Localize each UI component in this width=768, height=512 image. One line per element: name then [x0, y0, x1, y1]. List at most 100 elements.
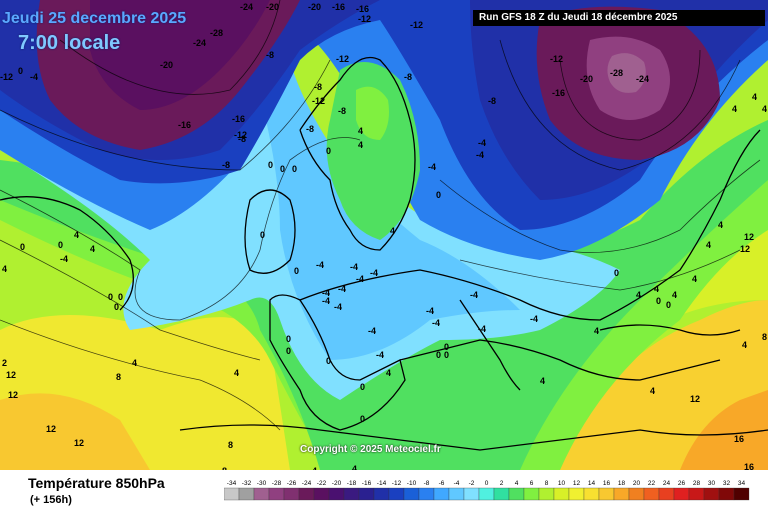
contour-label: 4: [692, 274, 697, 284]
contour-label: 0: [436, 190, 441, 200]
legend-tick-label: -26: [287, 480, 297, 487]
contour-label: 0: [326, 146, 331, 156]
contour-label: -8: [338, 106, 346, 116]
contour-label: -24: [240, 2, 253, 12]
legend-tick-label: -32: [242, 480, 252, 487]
contour-label: -4: [322, 288, 330, 298]
legend-tick-label: -18: [347, 480, 357, 487]
contour-label: -28: [610, 68, 623, 78]
scandinavia-warm-core: [356, 86, 389, 140]
contour-label: -16: [332, 2, 345, 12]
legend-tick-label: 30: [708, 480, 716, 487]
contour-label: 4: [706, 240, 711, 250]
contour-label: 4: [358, 140, 363, 150]
contour-label: 4: [672, 290, 677, 300]
contour-label: -4: [470, 290, 478, 300]
legend-swatch: [553, 487, 570, 501]
contour-label: 8: [116, 372, 121, 382]
contour-label: 0: [280, 164, 285, 174]
legend-tick-label: -14: [377, 480, 387, 487]
coast-uk: [244, 189, 296, 274]
contour-label: -20: [266, 2, 279, 12]
legend-swatch: [493, 487, 510, 501]
contour-label: 4: [718, 220, 723, 230]
legend-tick-label: 4: [515, 480, 519, 487]
contour-label: 0: [20, 242, 25, 252]
coastlines: [0, 56, 768, 451]
legend-swatch: [523, 487, 540, 501]
coast-turkey: [599, 324, 741, 336]
contour-label: 0: [108, 292, 113, 302]
legend-tick-label: 18: [618, 480, 626, 487]
contour-label: 4: [732, 104, 737, 114]
forecast-lead: (+ 156h): [30, 494, 72, 506]
legend-tick-label: 20: [633, 480, 641, 487]
contour-label: -4: [530, 314, 538, 324]
coast-greenland: [0, 196, 134, 311]
contour-label: 4: [74, 230, 79, 240]
contour-label: 0: [58, 240, 63, 250]
contour-label: 4: [390, 226, 395, 236]
legend-swatch: [283, 487, 300, 501]
contour-label: 4: [540, 376, 545, 386]
contour-label: 12: [6, 370, 16, 380]
legend-tick-label: -10: [407, 480, 417, 487]
contour-label: 0: [444, 350, 449, 360]
legend-tick-label: 24: [663, 480, 671, 487]
contour-label: -8: [306, 124, 314, 134]
legend-tick-label: 8: [545, 480, 549, 487]
contour-label: 0: [118, 292, 123, 302]
contour-label: 8: [228, 440, 233, 450]
coast-africa: [179, 424, 768, 451]
contour-label: 16: [734, 434, 744, 444]
contour-label: -4: [30, 72, 38, 82]
isotherms: [0, 0, 761, 431]
contour-label: 12: [740, 244, 750, 254]
contour-label: 4: [654, 284, 659, 294]
copyright-text: Copyright © 2025 Meteociel.fr: [300, 444, 441, 455]
contour-label: 12: [74, 438, 84, 448]
contour-label: 4: [650, 386, 655, 396]
contour-label: -4: [356, 274, 364, 284]
coast-mediterranean: [399, 339, 721, 381]
legend-tick-label: 6: [530, 480, 534, 487]
contour-label: -12: [550, 54, 563, 64]
contour-label: 0: [614, 268, 619, 278]
contour-label: 0: [666, 300, 671, 310]
contour-label: 4: [762, 104, 767, 114]
legend-swatch: [433, 487, 450, 501]
contour-label: -4: [334, 302, 342, 312]
contour-label: -4: [368, 326, 376, 336]
legend-swatch: [673, 487, 690, 501]
legend-tick-label: -4: [454, 480, 460, 487]
footer: Température 850hPa (+ 156h) -34 -32 -30 -28…: [0, 470, 768, 512]
legend-swatch: [718, 487, 735, 501]
contour-label: 4: [594, 326, 599, 336]
contour-label: 0: [292, 164, 297, 174]
contour-label: -16: [232, 114, 245, 124]
contour-label: 16: [744, 462, 754, 470]
contour-label: 0: [286, 346, 291, 356]
isotherm-east-20: [559, 49, 701, 141]
legend-swatch: [463, 487, 480, 501]
legend-tick-label: -2: [469, 480, 475, 487]
contour-label: -4: [476, 150, 484, 160]
warm-zone-se-deep: [680, 390, 768, 470]
contour-label: -4: [478, 324, 486, 334]
scandinavia-warm: [326, 62, 420, 240]
legend-tick-label: 0: [485, 480, 489, 487]
contour-label: 12: [46, 424, 56, 434]
contour-label: 4: [352, 464, 357, 470]
forecast-date: Jeudi 25 decembre 2025: [2, 10, 187, 27]
legend-tick-label: -30: [257, 480, 267, 487]
contour-label: 4: [132, 358, 137, 368]
purple-core-east-center: [607, 53, 646, 93]
contour-label: -4: [432, 318, 440, 328]
isotherm-east-12: [499, 39, 741, 171]
legend-swatch: [448, 487, 465, 501]
legend-tick-label: -34: [227, 480, 237, 487]
legend-swatch: [313, 487, 330, 501]
contour-label: -4: [478, 138, 486, 148]
legend-swatch: [703, 487, 720, 501]
contour-label: 12: [744, 232, 754, 242]
